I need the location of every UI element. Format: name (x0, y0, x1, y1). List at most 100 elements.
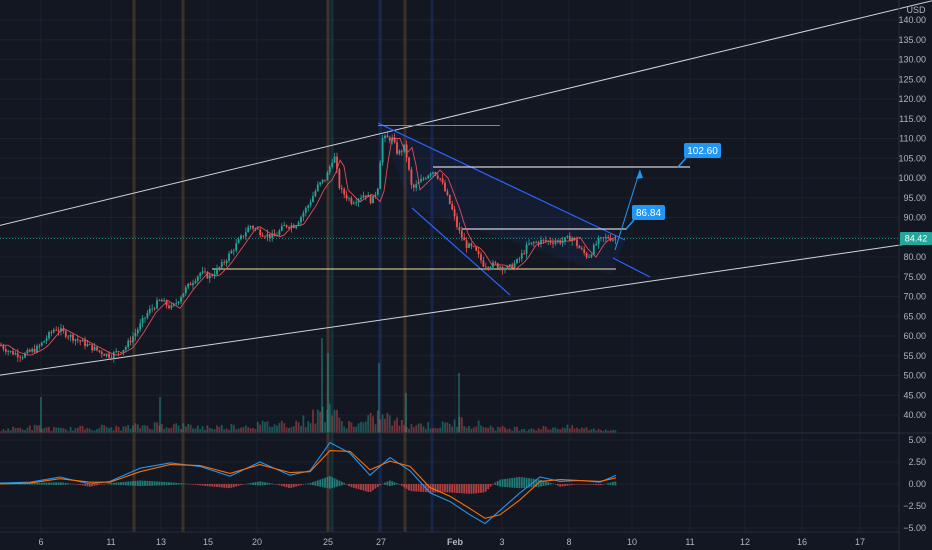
volume-bar (100, 424, 103, 433)
candle-body (300, 216, 302, 223)
oscillator-axis[interactable]: 5.00 2.50 0.00 −2.50 −5.00 (903, 435, 926, 533)
candle-body (204, 271, 206, 273)
candle-body (132, 336, 134, 343)
histogram-bar (184, 483, 187, 485)
volume-bar (177, 425, 180, 433)
candle-body (501, 266, 504, 271)
histogram-bar (88, 484, 91, 487)
histogram-bar (93, 484, 96, 486)
candle-body (403, 144, 406, 152)
candle-body (148, 308, 151, 313)
volume-bar (55, 427, 58, 433)
price-axis[interactable]: 140.00 135.00 130.00 125.00 120.00 115.00 110.… (898, 15, 926, 420)
callout-pointer (625, 219, 635, 230)
histogram-bar (103, 483, 106, 485)
upper-trendline[interactable] (0, 0, 932, 235)
histogram-bar (494, 482, 497, 485)
candle-body (189, 283, 192, 286)
candle-body (528, 243, 530, 245)
descending-channel-top[interactable] (377, 122, 626, 241)
volume-bar (240, 427, 242, 433)
histogram-bar (204, 484, 206, 486)
trend-drawings[interactable] (0, 0, 932, 378)
candle-body (432, 172, 434, 174)
descending-channel-bottom[interactable] (411, 207, 511, 296)
histogram-bar (379, 484, 382, 486)
candle-body (48, 332, 50, 339)
histogram-bar (261, 481, 264, 486)
volume-bar (24, 430, 26, 433)
histogram-bar (127, 481, 130, 486)
histogram-bar (364, 484, 367, 492)
histogram-bar (213, 484, 216, 487)
histogram-bar (79, 484, 82, 485)
price-tick-label: 65.00 (903, 311, 926, 321)
candle-body (410, 169, 413, 185)
volume-bar (93, 430, 96, 433)
histogram-bar (72, 483, 74, 485)
volume-bar (384, 418, 386, 433)
histogram-bar (434, 484, 437, 493)
candle-body (163, 300, 166, 302)
candle-body (225, 260, 228, 263)
candle-body (72, 334, 74, 341)
signal-line (0, 450, 617, 519)
candle-body (120, 352, 122, 353)
price-tick-label: 80.00 (903, 252, 926, 262)
candle-body (439, 178, 442, 180)
volume-bar (393, 420, 396, 433)
candle-body (124, 347, 127, 350)
time-axis[interactable]: 6 11 13 15 20 25 27 Feb 3 8 10 11 12 16 17 (38, 537, 865, 547)
histogram-bar (602, 484, 605, 485)
volume-bar (367, 415, 370, 433)
lower-trendline[interactable] (0, 239, 932, 378)
price-tick-label: 40.00 (903, 410, 926, 420)
histogram-bar (230, 484, 233, 488)
histogram-bar (40, 482, 43, 485)
volume-bar (542, 425, 545, 433)
histogram-bar (576, 484, 578, 485)
volume-bar (518, 430, 521, 433)
volume-bar (165, 427, 168, 433)
volume-bar (124, 426, 127, 433)
candle-body (84, 340, 86, 347)
candle-body (364, 195, 367, 198)
oscillator-tick-label: 5.00 (908, 435, 926, 445)
candle-body (444, 182, 446, 192)
volume-bar (456, 426, 458, 433)
volume-bar (583, 428, 586, 433)
histogram-bar (244, 483, 247, 485)
candle-body (508, 264, 511, 267)
volume-bar (225, 428, 228, 433)
candle-body (295, 225, 298, 228)
histogram-bar (556, 484, 559, 486)
candle-body (228, 253, 230, 261)
volume-bar (211, 428, 214, 433)
histogram-bar (458, 484, 461, 494)
channel-extension[interactable] (612, 257, 651, 278)
volume-bar (528, 429, 530, 433)
volume-bar (184, 426, 187, 433)
candle-body (112, 352, 115, 359)
histogram-bar (338, 480, 341, 487)
histogram-bar (410, 484, 413, 492)
volume-bar (261, 420, 264, 433)
histogram-bar (91, 484, 94, 487)
histogram-bar (170, 482, 173, 485)
histogram-bar (482, 484, 485, 493)
candle-body (240, 235, 242, 240)
volume-bar (295, 420, 298, 433)
candle-body (297, 222, 300, 226)
histogram-bar (74, 484, 77, 485)
volume-bar (31, 430, 34, 433)
volume-bar (369, 412, 372, 433)
candle-body (12, 351, 14, 355)
volume-bar (336, 409, 338, 433)
target-arrow[interactable] (614, 169, 641, 251)
histogram-bar (328, 476, 331, 489)
volume-bar (12, 426, 14, 433)
histogram-bar (612, 482, 614, 486)
volume-bar (328, 403, 331, 433)
volume-bar (230, 424, 233, 433)
